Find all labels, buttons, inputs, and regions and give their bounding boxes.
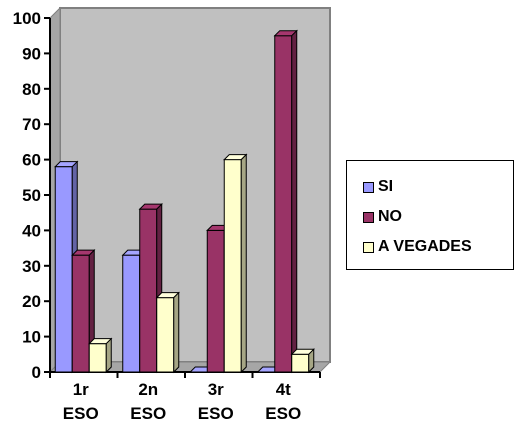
bar-no-3 — [273, 29, 298, 374]
y-tick-label: 40 — [22, 221, 41, 240]
x-tick-label: ESO — [265, 404, 301, 423]
y-tick-label: 90 — [22, 44, 41, 63]
y-tick-label: 100 — [13, 9, 41, 28]
y-tick-label: 50 — [22, 186, 41, 205]
legend-item-a-vegades: A VEGADES — [363, 237, 472, 257]
y-tick-label: 60 — [22, 151, 41, 170]
x-tick-label: 2n — [138, 380, 158, 399]
legend-swatch-si — [363, 181, 374, 193]
legend-item-si: SI — [363, 177, 393, 197]
x-tick-label: ESO — [63, 404, 99, 423]
y-tick-label: 20 — [22, 292, 41, 311]
legend-label-si: SI — [378, 178, 394, 195]
bar-a-vegades-2 — [223, 153, 248, 374]
y-tick-label: 0 — [32, 363, 41, 382]
x-tick-label: 3r — [208, 380, 224, 399]
legend-label-no: NO — [378, 208, 402, 225]
chart-bars — [54, 29, 315, 374]
x-tick-label: 4t — [276, 380, 291, 399]
x-tick-label: 1r — [73, 380, 89, 399]
legend-item-no: NO — [363, 207, 402, 227]
chart-labels: 0 10 20 30 40 50 60 70 80 90 100 1r ESO 2n ESO 3r ESO 4t E… — [13, 9, 302, 423]
x-tick-label: ESO — [198, 404, 234, 423]
legend-swatch-no — [363, 211, 374, 223]
y-tick-label: 80 — [22, 80, 41, 99]
bar-a-vegades-3 — [290, 348, 315, 374]
legend-swatch-a-vegades — [363, 241, 374, 253]
y-tick-label: 70 — [22, 115, 41, 134]
y-tick-label: 10 — [22, 328, 41, 347]
bar-si-0 — [54, 160, 79, 374]
bar-a-vegades-0 — [88, 337, 113, 374]
chart-legend: SI NO A VEGADES — [346, 160, 514, 270]
y-tick-label: 30 — [22, 257, 41, 276]
bar-no-0 — [71, 248, 96, 374]
x-tick-label: ESO — [130, 404, 166, 423]
legend-label-a-vegades: A VEGADES — [378, 238, 472, 255]
bar-a-vegades-1 — [155, 291, 180, 374]
